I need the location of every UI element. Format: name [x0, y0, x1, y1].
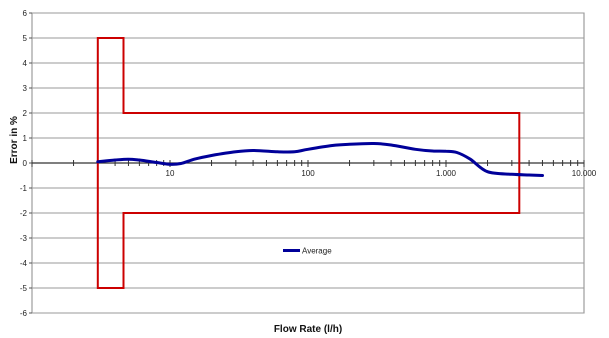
y-tick-label: 0: [23, 159, 28, 168]
y-tick-label: -1: [20, 184, 28, 193]
y-tick-label: -4: [20, 259, 28, 268]
y-tick-label: 3: [23, 84, 28, 93]
y-tick-label: 5: [23, 34, 28, 43]
y-tick-label: 2: [23, 109, 28, 118]
y-tick-label: 1: [23, 134, 28, 143]
x-axis-title: Flow Rate (l/h): [274, 324, 342, 335]
y-tick-label: -5: [20, 284, 28, 293]
y-tick-label: 4: [23, 59, 28, 68]
limit-envelope: [96, 37, 521, 289]
x-tick-label: 10: [166, 169, 175, 178]
legend: Average: [283, 247, 332, 256]
x-tick-label: 100: [301, 169, 315, 178]
y-tick-label: 6: [23, 9, 28, 18]
y-tick-label: -3: [20, 234, 28, 243]
x-tick-label: 1.000: [436, 169, 457, 178]
series-group: [96, 141, 544, 177]
y-tick-label: -2: [20, 209, 28, 218]
legend-label-average: Average: [302, 247, 332, 256]
y-axis-ticks: -6 -5 -4 -3 -2 -1 0 1 2 3 4 5 6: [20, 9, 32, 318]
y-axis-title: Error in %: [9, 116, 20, 164]
x-tick-label: 10.000: [572, 169, 597, 178]
series-line-average: [96, 141, 544, 177]
y-tick-label: -6: [20, 309, 28, 318]
limit-envelope-line: [96, 37, 521, 289]
